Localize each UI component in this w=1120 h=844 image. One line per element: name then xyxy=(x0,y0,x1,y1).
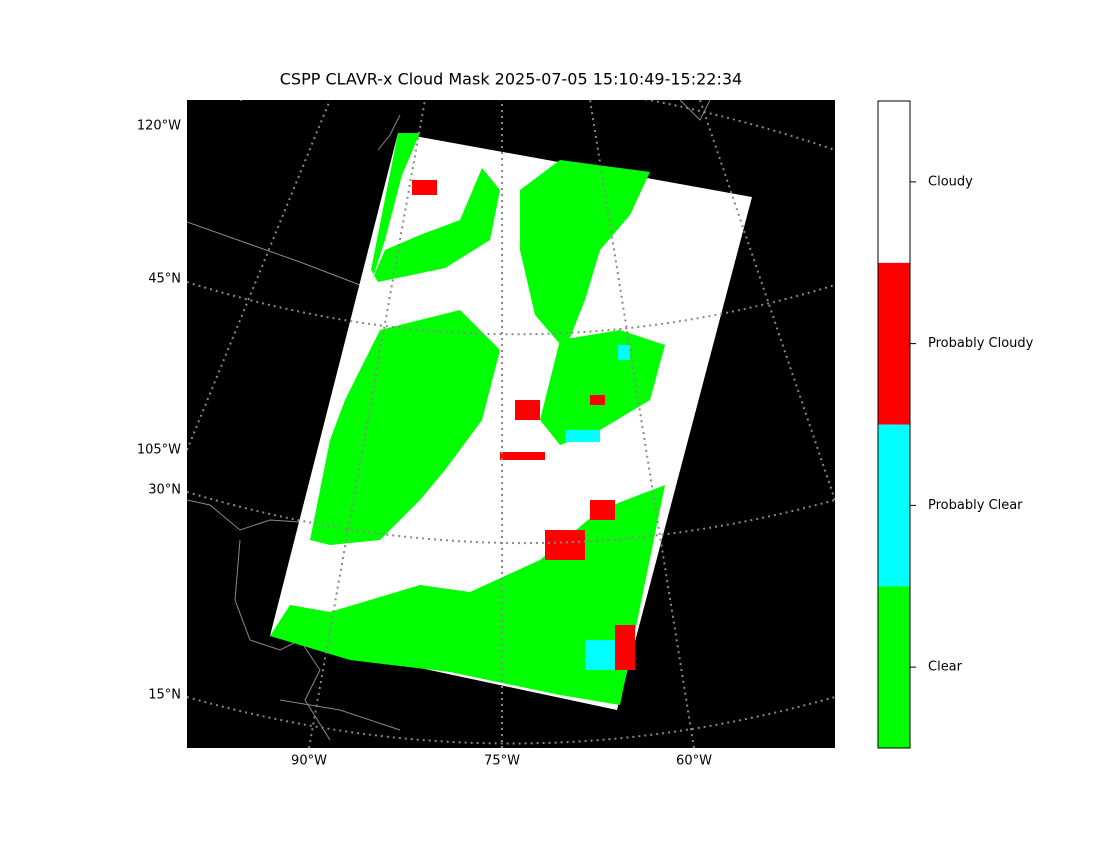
colorbar-label: Probably Clear xyxy=(928,498,1023,513)
patch xyxy=(412,180,437,195)
colorbar-segment xyxy=(878,101,910,263)
patch xyxy=(618,345,630,360)
patch xyxy=(565,430,600,442)
patch xyxy=(590,500,615,520)
lat-lon-label: 45°N xyxy=(148,272,181,287)
swath-probably-cloudy xyxy=(412,180,635,670)
lat-lon-label: 30°N xyxy=(148,483,181,498)
colorbar-segment xyxy=(878,586,910,748)
patch xyxy=(500,452,545,460)
swath-clear xyxy=(540,330,665,445)
patch xyxy=(590,395,605,405)
colorbar-segment xyxy=(878,424,910,587)
colorbar-label: Probably Cloudy xyxy=(928,336,1034,351)
lon-label: 60°W xyxy=(676,754,712,769)
colorbar-label: Cloudy xyxy=(928,174,973,189)
swath-probably-clear xyxy=(565,345,630,670)
graticule xyxy=(308,100,426,748)
patch xyxy=(585,640,615,670)
map xyxy=(187,100,835,748)
patch xyxy=(515,400,540,420)
graticule xyxy=(589,100,695,748)
colorbar-frame xyxy=(877,100,911,749)
graticule xyxy=(240,100,835,151)
lat-lon-label: 120°W xyxy=(137,119,181,134)
colorbar-label: Clear xyxy=(928,660,963,675)
lat-lon-label: 105°W xyxy=(137,443,181,458)
patch xyxy=(615,625,635,670)
lon-label: 90°W xyxy=(291,754,327,769)
patch xyxy=(545,530,585,560)
swath-clear xyxy=(520,160,650,350)
colorbar-segment xyxy=(878,262,910,425)
swath-clear xyxy=(371,133,500,282)
swath-clear xyxy=(310,310,500,545)
lat-lon-label: 15°N xyxy=(148,688,181,703)
lon-label: 75°W xyxy=(484,754,520,769)
graticule xyxy=(699,100,835,501)
title: CSPP CLAVR-x Cloud Mask 2025-07-05 15:10… xyxy=(280,70,742,89)
